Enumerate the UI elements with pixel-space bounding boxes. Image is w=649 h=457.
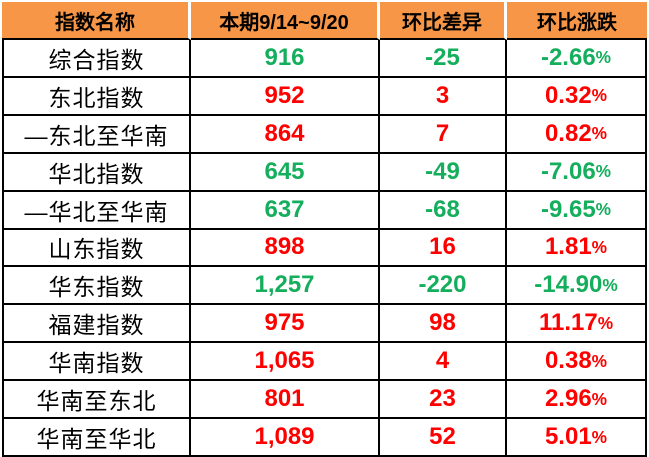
- pct-change: -9.65%: [507, 191, 647, 230]
- percent-sign: %: [597, 312, 614, 333]
- diff-value: 3: [380, 77, 507, 116]
- current-value: 1,257: [191, 267, 380, 306]
- index-name: 福建指数: [2, 305, 191, 344]
- percent-sign: %: [591, 426, 608, 447]
- pct-change: 11.17%: [507, 305, 647, 344]
- current-value: 975: [191, 305, 380, 344]
- index-name: 山东指数: [2, 229, 191, 268]
- current-value: 637: [191, 191, 380, 230]
- index-name: 华南至华北: [2, 419, 191, 457]
- percent-sign: %: [595, 47, 612, 68]
- percent-sign: %: [591, 350, 608, 371]
- pct-change: 0.32%: [507, 77, 647, 116]
- diff-value: 52: [380, 419, 507, 457]
- current-value: 916: [191, 40, 380, 78]
- diff-value: -49: [380, 153, 507, 192]
- current-value: 864: [191, 115, 380, 154]
- diff-value: 16: [380, 229, 507, 268]
- percent-sign: %: [602, 274, 618, 295]
- diff-value: 23: [380, 381, 507, 420]
- current-value: 1,065: [191, 343, 380, 382]
- index-name: 东北指数: [2, 77, 191, 116]
- pct-change: 5.01%: [507, 419, 647, 457]
- percent-sign: %: [591, 236, 608, 257]
- current-value: 645: [191, 153, 380, 192]
- index-name: 华北指数: [2, 153, 191, 192]
- percent-sign: %: [595, 161, 612, 182]
- diff-value: -68: [380, 191, 507, 230]
- diff-value: -25: [380, 40, 507, 78]
- diff-value: 7: [380, 115, 507, 154]
- percent-sign: %: [591, 85, 608, 106]
- current-value: 801: [191, 381, 380, 420]
- header-period-diff: 环比差异: [380, 2, 507, 40]
- current-value: 1,089: [191, 419, 380, 457]
- index-name: —华北至华南: [2, 191, 191, 230]
- diff-value: -220: [380, 267, 507, 306]
- diff-value: 4: [380, 343, 507, 382]
- current-value: 898: [191, 229, 380, 268]
- pct-change: 2.96%: [507, 381, 647, 420]
- pct-change: -7.06%: [507, 153, 647, 192]
- pct-change: 0.82%: [507, 115, 647, 154]
- percent-sign: %: [591, 388, 608, 409]
- current-value: 952: [191, 77, 380, 116]
- header-index-name: 指数名称: [2, 2, 191, 40]
- header-period-change: 环比涨跌: [507, 2, 647, 40]
- index-name: 华东指数: [2, 267, 191, 306]
- index-name: 综合指数: [2, 40, 191, 78]
- percent-sign: %: [591, 123, 608, 144]
- index-name: —东北至华南: [2, 115, 191, 154]
- header-current-period: 本期9/14~9/20: [191, 2, 380, 40]
- pct-change: 1.81%: [507, 229, 647, 268]
- pct-change: 0.38%: [507, 343, 647, 382]
- pct-change: -2.66%: [507, 40, 647, 78]
- index-name: 华南指数: [2, 343, 191, 382]
- percent-sign: %: [595, 199, 612, 220]
- index-name: 华南至东北: [2, 381, 191, 420]
- diff-value: 98: [380, 305, 507, 344]
- pct-change: -14.90%: [507, 267, 647, 306]
